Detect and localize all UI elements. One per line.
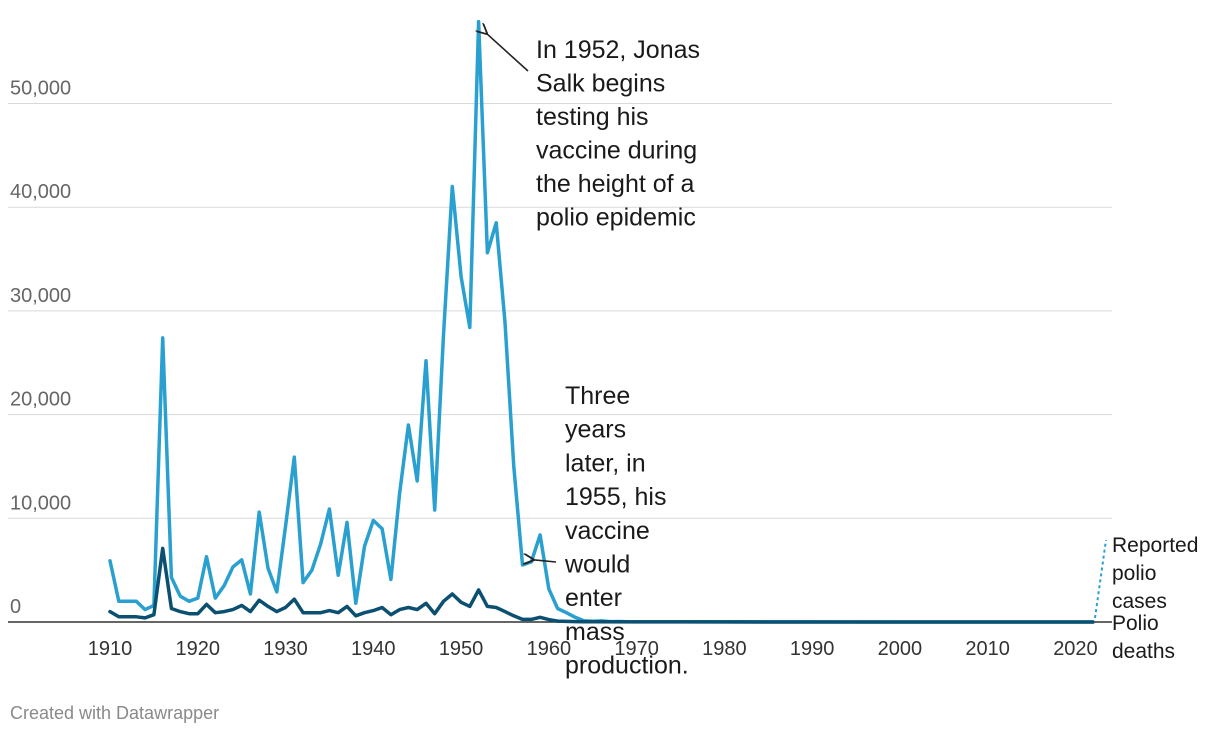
x-tick-label: 1970 xyxy=(614,638,659,660)
y-tick-label: 0 xyxy=(10,596,21,618)
x-axis-ticks: 1910 1920 1930 1940 1950 1960 1970 1980 1990 2000… xyxy=(88,638,1098,660)
data-lines xyxy=(108,19,1095,624)
x-tick-label: 1930 xyxy=(263,638,308,660)
annotation-arrow-1952 xyxy=(487,34,529,72)
x-tick-label: 1920 xyxy=(176,638,221,660)
series-line-deaths xyxy=(108,546,1095,624)
annotation-text-1952: In 1952, Jonas Salk begins testing his vacc… xyxy=(536,36,700,232)
x-tick-label: 1940 xyxy=(351,638,396,660)
x-tick-label: 1990 xyxy=(790,638,835,660)
x-tick-label: 1950 xyxy=(439,638,484,660)
y-axis-ticks: 0 10,000 20,000 30,000 40,000 50,000 xyxy=(10,78,71,619)
x-tick-label: 2000 xyxy=(878,638,923,660)
y-tick-label: 10,000 xyxy=(10,492,71,514)
series-label-deaths: Polio deaths xyxy=(1112,612,1175,663)
y-tick-label: 30,000 xyxy=(10,285,71,307)
series-label-connector xyxy=(1094,539,1107,619)
x-tick-label: 1980 xyxy=(702,638,747,660)
annotation-arrow-1955 xyxy=(533,560,557,562)
footer-credit: Created with Datawrapper xyxy=(10,703,220,723)
x-tick-label: 2010 xyxy=(965,638,1010,660)
y-tick-label: 20,000 xyxy=(10,389,71,411)
x-tick-label: 2020 xyxy=(1053,638,1098,660)
y-tick-label: 40,000 xyxy=(10,181,71,203)
annotation-text-1955: Three years later, in 1955, his vaccine would… xyxy=(564,382,689,680)
x-tick-label: 1960 xyxy=(527,638,572,660)
annotations: In 1952, Jonas Salk begins testing his vacc… xyxy=(487,34,700,680)
y-tick-label: 50,000 xyxy=(10,78,71,100)
x-tick-label: 1910 xyxy=(88,638,133,660)
series-label-cases: Reported polio cases xyxy=(1112,534,1198,613)
